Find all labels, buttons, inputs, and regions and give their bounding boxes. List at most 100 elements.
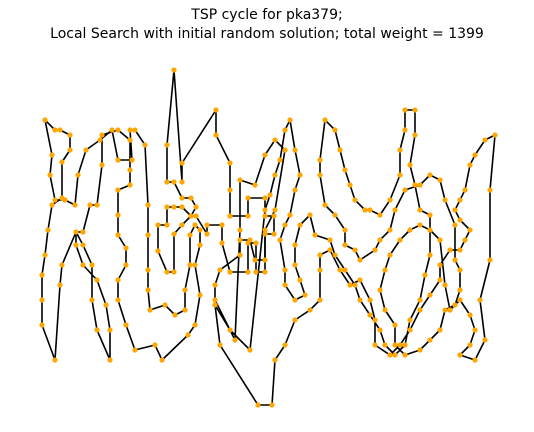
city-point (392, 207, 398, 213)
city-point (171, 179, 177, 185)
city-point (467, 162, 473, 168)
city-point (217, 342, 223, 348)
city-point (164, 142, 170, 148)
city-point (272, 207, 278, 213)
city-point (262, 195, 268, 201)
city-point (332, 212, 338, 218)
city-point (402, 342, 408, 348)
city-point (127, 137, 133, 143)
tsp-route-segment-2 (214, 109, 496, 406)
city-point (152, 342, 158, 348)
city-point (377, 212, 383, 218)
city-point (337, 267, 343, 273)
city-point (227, 160, 233, 166)
city-point (262, 257, 268, 263)
city-point (392, 322, 398, 328)
city-point (188, 195, 194, 201)
city-point (492, 132, 498, 138)
city-point (115, 297, 121, 303)
city-point (271, 231, 277, 237)
city-point (47, 172, 53, 178)
city-point (127, 167, 133, 173)
city-point (39, 272, 45, 278)
city-point (382, 307, 388, 313)
city-point (171, 204, 177, 210)
city-point (417, 347, 423, 353)
city-point (237, 237, 243, 243)
city-point (255, 402, 261, 408)
city-point (262, 207, 268, 213)
city-point (457, 287, 463, 293)
city-point (192, 262, 198, 268)
city-point (182, 287, 188, 293)
city-point (145, 287, 151, 293)
city-point (427, 292, 433, 298)
city-point (159, 357, 165, 363)
city-point (387, 227, 393, 233)
city-point (164, 222, 170, 228)
city-point (317, 297, 323, 303)
city-point (89, 262, 95, 268)
city-point (62, 197, 68, 203)
city-point (327, 237, 333, 243)
city-point (213, 132, 219, 138)
city-point (287, 212, 293, 218)
city-point (417, 207, 423, 213)
city-point (57, 127, 63, 133)
city-point (213, 107, 219, 113)
city-point (442, 307, 448, 313)
city-point (94, 327, 100, 333)
city-point (377, 287, 383, 293)
city-point (164, 204, 170, 210)
city-point (272, 137, 278, 143)
city-point (427, 212, 433, 218)
city-point (49, 202, 55, 208)
city-point (317, 267, 323, 273)
city-point (472, 152, 478, 158)
city-point (417, 222, 423, 228)
city-point (123, 262, 129, 268)
city-point (437, 327, 443, 333)
city-point (417, 182, 423, 188)
city-point (357, 297, 363, 303)
city-point (72, 202, 78, 208)
city-point (107, 357, 113, 363)
city-point (407, 317, 413, 323)
city-point (337, 147, 343, 153)
city-point (427, 337, 433, 343)
city-point (204, 222, 210, 228)
city-point (67, 147, 73, 153)
city-point (437, 237, 443, 243)
city-point (155, 248, 161, 254)
city-point (317, 157, 323, 163)
chart-title-line2: Local Search with initial random solutio… (50, 26, 484, 42)
city-point (352, 282, 358, 288)
city-point (67, 132, 73, 138)
city-point (171, 67, 177, 73)
city-point (402, 107, 408, 113)
city-point (362, 207, 368, 213)
city-point (372, 317, 378, 323)
city-point (467, 227, 473, 233)
city-point (447, 307, 453, 313)
city-point (372, 247, 378, 253)
tsp-route-layer (41, 69, 496, 406)
city-point (99, 132, 105, 138)
tsp-route-segment-1 (41, 119, 201, 361)
city-point (427, 252, 433, 258)
city-point (487, 257, 493, 263)
city-point (462, 187, 468, 193)
city-point (392, 342, 398, 348)
city-point (417, 307, 423, 313)
city-point (367, 297, 373, 303)
city-point (332, 252, 338, 258)
city-point (282, 222, 288, 228)
city-point (437, 177, 443, 183)
city-point (109, 127, 115, 133)
city-point (262, 213, 268, 219)
city-point (80, 262, 86, 268)
city-point (382, 267, 388, 273)
city-point (472, 357, 478, 363)
city-point (52, 197, 58, 203)
city-point (357, 257, 363, 263)
